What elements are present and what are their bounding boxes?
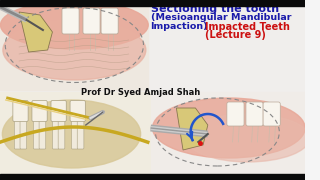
Text: Impacted Teeth: Impacted Teeth <box>205 21 290 31</box>
Bar <box>0 174 305 180</box>
Polygon shape <box>176 108 208 150</box>
Bar <box>151 92 305 174</box>
Text: (Lecture 9): (Lecture 9) <box>205 30 266 40</box>
Ellipse shape <box>0 1 148 49</box>
FancyBboxPatch shape <box>71 119 78 149</box>
Ellipse shape <box>186 114 310 162</box>
Text: Impaction): Impaction) <box>151 21 208 30</box>
Ellipse shape <box>153 98 305 158</box>
FancyBboxPatch shape <box>13 100 28 122</box>
FancyBboxPatch shape <box>263 102 280 126</box>
FancyBboxPatch shape <box>227 102 244 126</box>
Text: (Mesioangular Mandibular: (Mesioangular Mandibular <box>151 13 291 22</box>
FancyBboxPatch shape <box>77 119 84 149</box>
FancyBboxPatch shape <box>32 100 47 122</box>
Text: Sectioning the tooth: Sectioning the tooth <box>151 4 279 14</box>
Bar <box>0 6 148 90</box>
Ellipse shape <box>3 20 146 80</box>
FancyBboxPatch shape <box>51 100 66 122</box>
FancyBboxPatch shape <box>14 119 21 149</box>
FancyBboxPatch shape <box>101 8 118 34</box>
FancyBboxPatch shape <box>246 102 263 126</box>
Text: Prof Dr Syed Amjad Shah: Prof Dr Syed Amjad Shah <box>81 88 200 97</box>
FancyBboxPatch shape <box>70 100 85 122</box>
FancyBboxPatch shape <box>62 8 79 34</box>
Bar <box>0 0 305 6</box>
Bar <box>0 92 151 174</box>
FancyBboxPatch shape <box>33 119 40 149</box>
Ellipse shape <box>2 100 140 168</box>
FancyBboxPatch shape <box>39 119 46 149</box>
FancyBboxPatch shape <box>58 119 65 149</box>
FancyBboxPatch shape <box>83 8 100 34</box>
FancyBboxPatch shape <box>20 119 27 149</box>
FancyBboxPatch shape <box>52 119 59 149</box>
Polygon shape <box>19 12 52 52</box>
